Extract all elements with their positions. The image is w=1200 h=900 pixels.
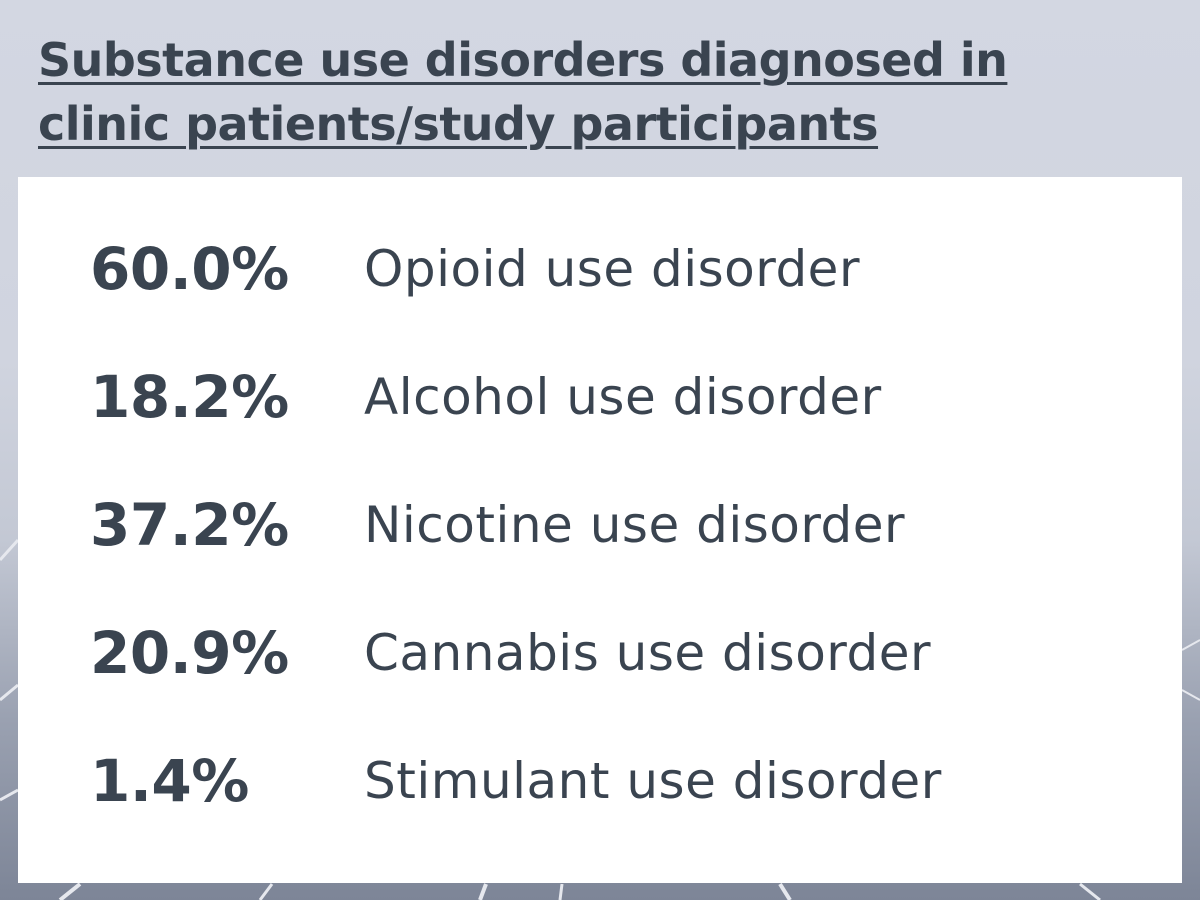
- stat-row-nicotine: 37.2% Nicotine use disorder: [18, 485, 1182, 565]
- stat-row-stimulant: 1.4% Stimulant use disorder: [18, 741, 1182, 821]
- stats-panel: 60.0% Opioid use disorder 18.2% Alcohol …: [18, 177, 1182, 883]
- stat-value: 60.0%: [90, 235, 289, 303]
- page-title: Substance use disorders diagnosed in cli…: [38, 33, 1008, 151]
- stat-value: 37.2%: [90, 491, 289, 559]
- stat-value: 20.9%: [90, 619, 289, 687]
- stat-row-alcohol: 18.2% Alcohol use disorder: [18, 357, 1182, 437]
- stat-label: Alcohol use disorder: [364, 368, 882, 426]
- stat-value: 18.2%: [90, 363, 289, 431]
- stat-row-cannabis: 20.9% Cannabis use disorder: [18, 613, 1182, 693]
- stat-label: Stimulant use disorder: [364, 752, 942, 810]
- stat-label: Nicotine use disorder: [364, 496, 906, 554]
- stat-value: 1.4%: [90, 747, 249, 815]
- stat-label: Cannabis use disorder: [364, 624, 932, 682]
- stat-row-opioid: 60.0% Opioid use disorder: [18, 229, 1182, 309]
- stat-label: Opioid use disorder: [364, 240, 860, 298]
